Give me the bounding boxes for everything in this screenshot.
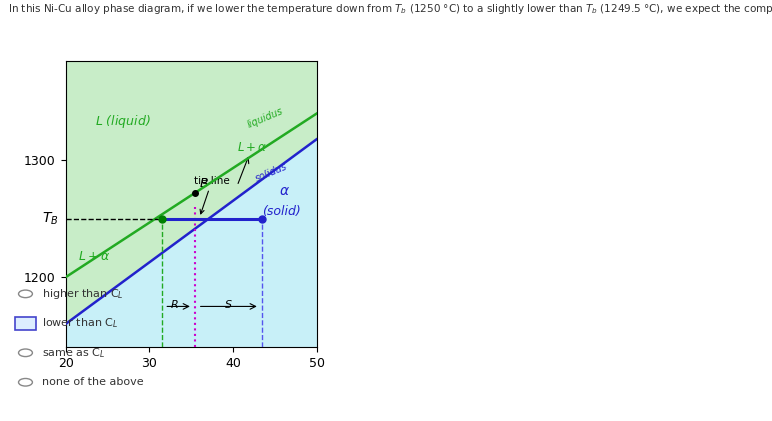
Text: $L + \alpha$: $L + \alpha$ xyxy=(237,141,268,154)
Text: $\alpha$: $\alpha$ xyxy=(279,184,290,198)
Text: none of the above: none of the above xyxy=(42,377,144,387)
Text: $R$: $R$ xyxy=(170,298,178,310)
Text: higher than C$_L$: higher than C$_L$ xyxy=(42,287,124,301)
Text: liquidus: liquidus xyxy=(245,106,284,130)
Text: same as C$_L$: same as C$_L$ xyxy=(42,346,107,360)
Text: lower than C$_L$: lower than C$_L$ xyxy=(42,317,119,330)
Text: tie line: tie line xyxy=(194,176,230,214)
Text: $S$: $S$ xyxy=(225,298,233,310)
Text: (solid): (solid) xyxy=(262,205,301,218)
Text: $L + \alpha$: $L + \alpha$ xyxy=(78,250,110,263)
Text: $B$: $B$ xyxy=(198,177,208,190)
Text: $T_B$: $T_B$ xyxy=(42,210,59,227)
Text: In this Ni-Cu alloy phase diagram, if we lower the temperature down from $T_b$ (: In this Ni-Cu alloy phase diagram, if we… xyxy=(8,2,772,16)
Text: $L$ (liquid): $L$ (liquid) xyxy=(95,113,151,131)
Text: solidus: solidus xyxy=(254,161,290,184)
